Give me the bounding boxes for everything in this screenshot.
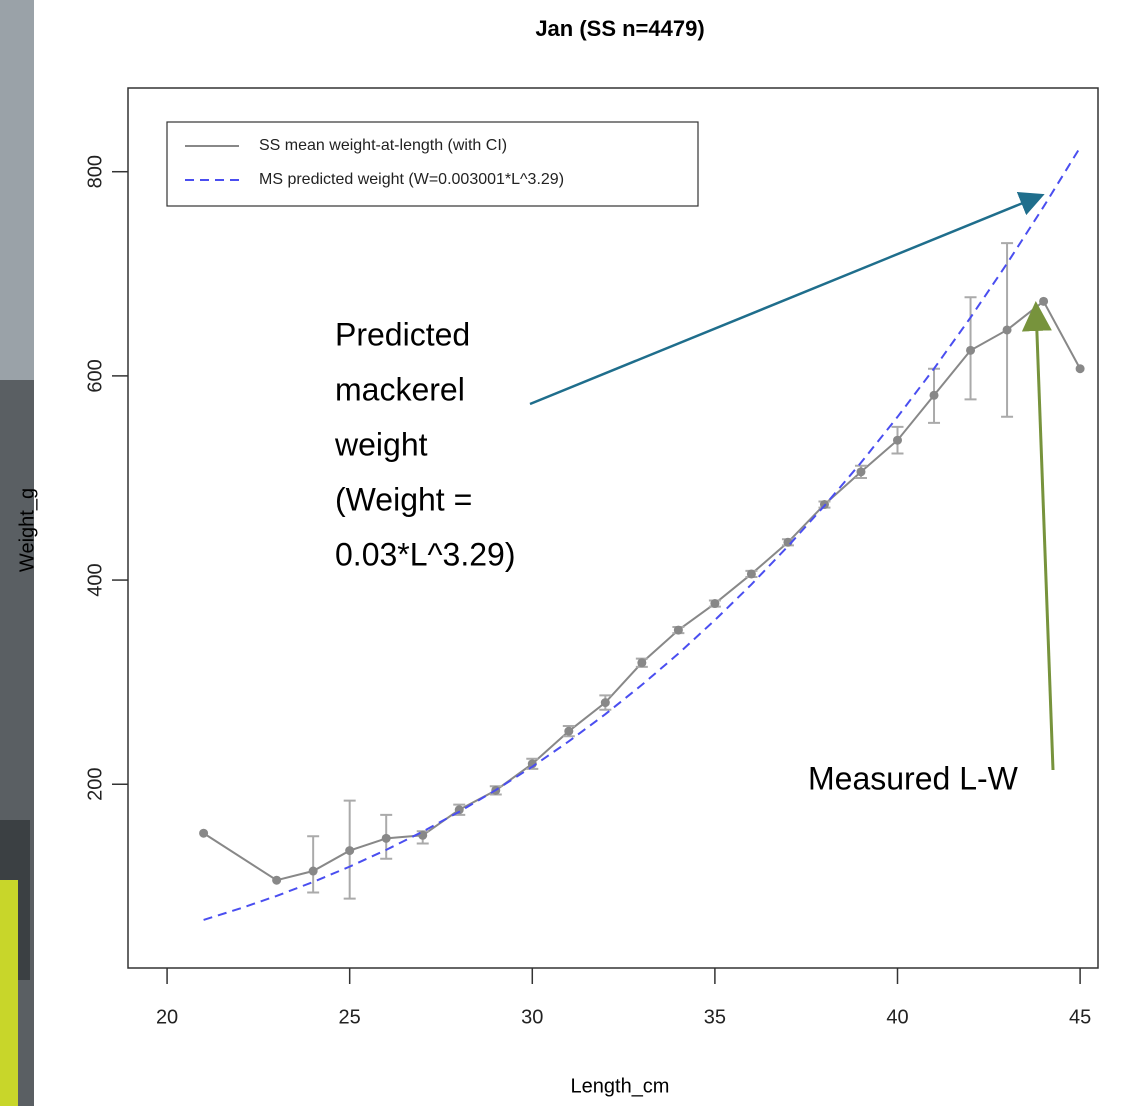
- mean-line: [203, 299, 1081, 882]
- y-tick-label: 800: [84, 155, 106, 188]
- point: [308, 866, 318, 876]
- point: [929, 390, 939, 400]
- arrow: [1021, 301, 1055, 771]
- point: [710, 599, 720, 609]
- plot-area: [199, 146, 1085, 921]
- x-tick-label: 25: [339, 1006, 361, 1028]
- error-bar-line: [307, 835, 320, 894]
- arrow: [529, 191, 1045, 406]
- legend: SS mean weight-at-length (with CI) MS pre…: [166, 121, 699, 207]
- annotations: Predicted mackerel weight (Weight = 0.03*L^3…: [334, 191, 1055, 796]
- y-tick-label: 400: [84, 563, 106, 596]
- point: [1039, 296, 1049, 306]
- point: [966, 345, 976, 355]
- annotation-text: Predicted: [335, 316, 470, 352]
- annotation-text: weight: [334, 426, 428, 462]
- annotation-text: (Weight =: [335, 481, 472, 517]
- point: [746, 569, 756, 579]
- point: [637, 658, 647, 668]
- x-tick-label: 20: [156, 1006, 178, 1028]
- predicted-line: [203, 146, 1081, 921]
- point: [564, 726, 574, 736]
- point: [600, 698, 610, 708]
- x-tick-label: 45: [1069, 1006, 1091, 1028]
- legend-box: [166, 121, 699, 207]
- point: [1002, 325, 1012, 335]
- chart-title: Jan (SS n=4479): [535, 16, 704, 41]
- y-axis-label: Weight_g: [16, 488, 38, 572]
- point: [199, 828, 209, 838]
- x-tick-label: 40: [886, 1006, 908, 1028]
- y-tick-label: 200: [84, 768, 106, 801]
- x-tick-label: 35: [704, 1006, 726, 1028]
- point: [345, 846, 355, 856]
- plot-frame: [127, 87, 1099, 969]
- photo-strip: [0, 0, 34, 1106]
- point: [1075, 364, 1085, 374]
- annotation-text: 0.03*L^3.29): [335, 536, 515, 572]
- y-tick-label: 600: [84, 359, 106, 392]
- x-axis-label: Length_cm: [571, 1075, 670, 1097]
- annotation-text: mackerel: [335, 371, 465, 407]
- x-tick-label: 30: [521, 1006, 543, 1028]
- legend-label: SS mean weight-at-length (with CI): [259, 137, 507, 154]
- point: [892, 435, 902, 445]
- error-bar: [307, 835, 320, 894]
- point: [381, 833, 391, 843]
- point: [856, 467, 866, 477]
- point: [673, 625, 683, 635]
- point: [272, 875, 282, 885]
- legend-label: MS predicted weight (W=0.003001*L^3.29): [259, 171, 564, 188]
- annotation-text: Measured L-W: [808, 760, 1019, 796]
